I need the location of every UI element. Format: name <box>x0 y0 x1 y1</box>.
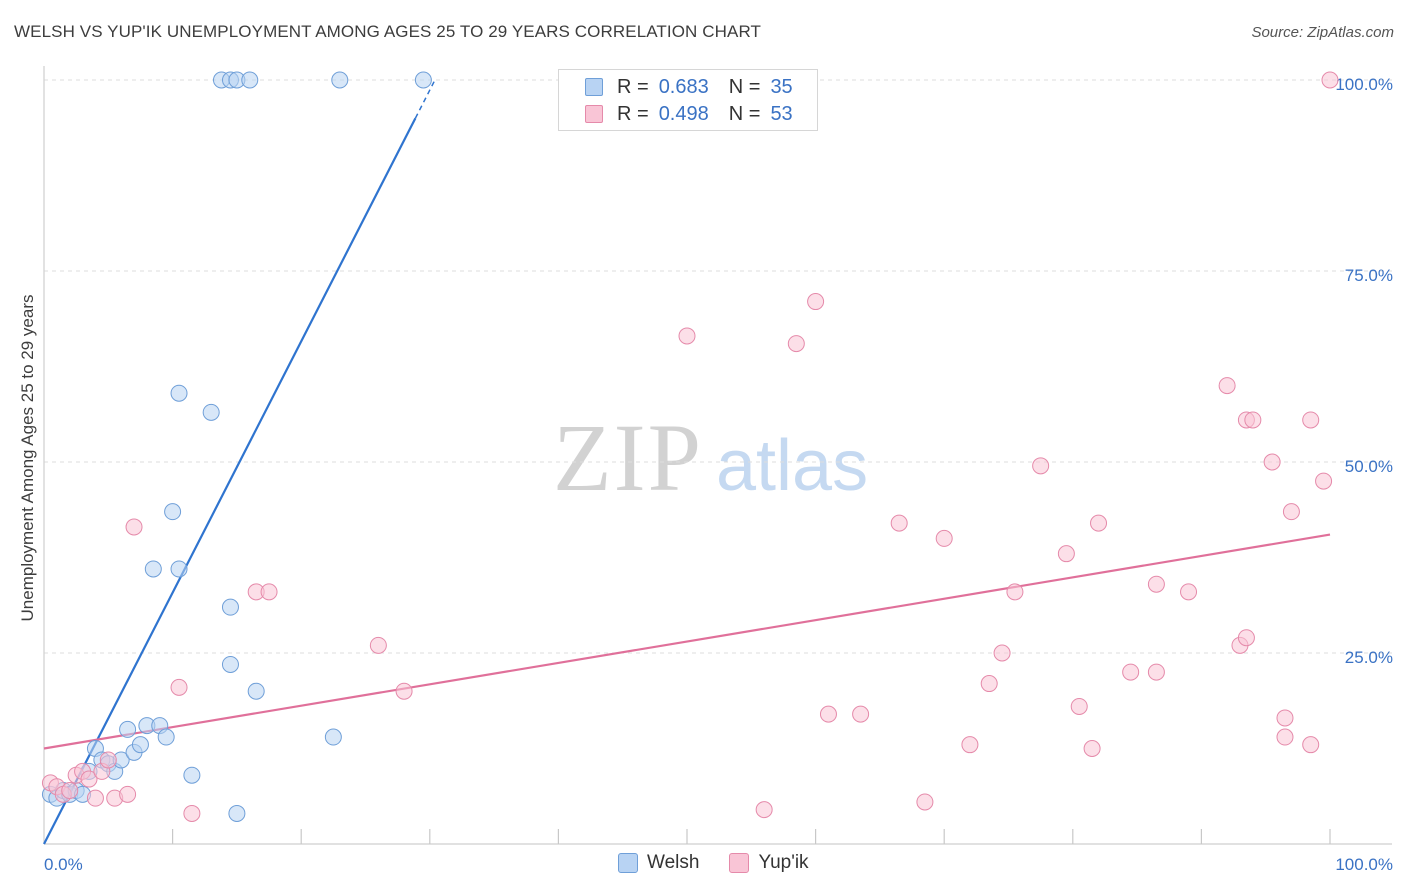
welsh-point <box>119 720 137 738</box>
yupik-point <box>1282 503 1300 521</box>
yupik-trend-line <box>43 533 1331 750</box>
welsh-swatch <box>585 78 603 96</box>
welsh-r-label: R = <box>617 75 649 98</box>
yupik-point <box>1057 545 1075 563</box>
welsh-point <box>131 736 149 754</box>
y-tick-label: 100.0% <box>1335 75 1393 94</box>
yupik-r-value: 0.498 <box>658 102 709 125</box>
yupik-point <box>260 583 278 601</box>
yupik-point <box>183 804 201 822</box>
yupik-point <box>170 678 188 696</box>
yupik-point <box>1244 411 1262 429</box>
source-label: Source: ZipAtlas.com <box>1251 24 1394 41</box>
x-tick-label: 0.0% <box>44 855 83 874</box>
welsh-point <box>221 598 239 616</box>
welsh-point <box>170 560 188 578</box>
welsh-n-value: 35 <box>770 75 793 98</box>
chart-title: WELSH VS YUP'IK UNEMPLOYMENT AMONG AGES … <box>14 22 762 41</box>
x-tick-label: 100.0% <box>1335 855 1393 874</box>
welsh-point <box>228 804 246 822</box>
yupik-point <box>1321 71 1339 89</box>
yupik-legend-swatch <box>729 853 750 873</box>
yupik-point <box>80 770 98 788</box>
yupik-point <box>993 644 1011 662</box>
welsh-point <box>144 560 162 578</box>
yupik-point <box>1090 514 1108 532</box>
legend-item-welsh[interactable]: Welsh <box>618 852 699 874</box>
welsh-point <box>324 728 342 746</box>
welsh-n-label: N = <box>728 75 761 98</box>
y-tick-label: 25.0% <box>1345 648 1393 667</box>
watermark-atlas: atlas <box>716 426 868 506</box>
yupik-point <box>1237 629 1255 647</box>
yupik-point <box>1147 575 1165 593</box>
yupik-point <box>1006 583 1024 601</box>
yupik-r-label: R = <box>617 102 649 125</box>
yupik-point <box>1032 457 1050 475</box>
watermark-zip: ZIP <box>553 404 703 511</box>
yupik-point <box>369 636 387 654</box>
welsh-point <box>164 503 182 521</box>
y-axis-label: Unemployment Among Ages 25 to 29 years <box>18 295 37 622</box>
yupik-point <box>86 789 104 807</box>
yupik-point <box>916 793 934 811</box>
welsh-trend-line <box>43 117 417 845</box>
yupik-n-value: 53 <box>770 102 793 125</box>
welsh-point <box>221 655 239 673</box>
yupik-point <box>852 705 870 723</box>
yupik-point <box>395 682 413 700</box>
yupik-point <box>119 785 137 803</box>
correlation-legend: R = 0.683 N = 35 R = 0.498 N = 53 <box>558 69 818 131</box>
legend-item-yupik[interactable]: Yup'ik <box>729 852 809 874</box>
yupik-point <box>1180 583 1198 601</box>
welsh-legend-swatch <box>618 853 638 873</box>
yupik-point <box>1276 728 1294 746</box>
yupik-point <box>1263 453 1281 471</box>
welsh-point <box>331 71 349 89</box>
yupik-point <box>980 675 998 693</box>
yupik-swatch <box>585 105 603 123</box>
yupik-point <box>1122 663 1140 681</box>
y-tick-label: 75.0% <box>1345 266 1393 285</box>
welsh-r-value: 0.683 <box>658 75 709 98</box>
welsh-point <box>202 403 220 421</box>
yupik-point <box>678 327 696 345</box>
yupik-point <box>787 335 805 353</box>
welsh-point <box>183 766 201 784</box>
welsh-legend-label: Welsh <box>647 852 700 873</box>
welsh-point <box>247 682 265 700</box>
legend-row-yupik: R = 0.498 N = 53 <box>585 102 793 126</box>
yupik-point <box>125 518 143 536</box>
yupik-point <box>1218 377 1236 395</box>
series-legend: Welsh Yup'ik <box>618 852 839 874</box>
yupik-point <box>1315 472 1333 490</box>
legend-row-welsh: R = 0.683 N = 35 <box>585 75 793 99</box>
yupik-point <box>755 801 773 819</box>
yupik-point <box>1147 663 1165 681</box>
yupik-legend-label: Yup'ik <box>758 852 809 873</box>
yupik-point <box>935 529 953 547</box>
yupik-point <box>1276 709 1294 727</box>
yupik-point <box>961 736 979 754</box>
yupik-point <box>890 514 908 532</box>
yupik-point <box>1070 697 1088 715</box>
welsh-point <box>157 728 175 746</box>
welsh-point <box>241 71 259 89</box>
yupik-point <box>99 751 117 769</box>
welsh-trend-extension <box>414 79 436 119</box>
yupik-point <box>819 705 837 723</box>
yupik-point <box>807 293 825 311</box>
y-tick-label: 50.0% <box>1345 457 1393 476</box>
yupik-point <box>1083 740 1101 757</box>
welsh-point <box>170 384 188 402</box>
yupik-point <box>1302 736 1320 754</box>
welsh-point <box>414 71 432 89</box>
yupik-n-label: N = <box>728 102 761 125</box>
yupik-point <box>1302 411 1320 429</box>
yupik-point <box>61 782 79 800</box>
